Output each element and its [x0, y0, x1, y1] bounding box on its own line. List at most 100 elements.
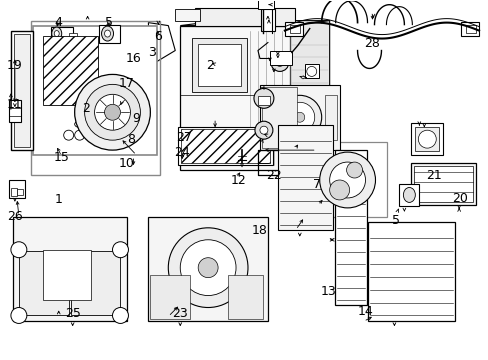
Text: 19: 19: [7, 59, 22, 72]
Bar: [150, 275, 190, 319]
Text: 7: 7: [312, 178, 320, 191]
Circle shape: [285, 102, 314, 132]
Bar: [11, 188, 17, 196]
Circle shape: [94, 94, 130, 130]
Circle shape: [294, 112, 304, 122]
Bar: [195, 8, 294, 26]
Bar: [17, 189, 23, 195]
Circle shape: [75, 130, 84, 140]
Ellipse shape: [52, 27, 61, 40]
Bar: [227, 275, 263, 319]
Text: 24: 24: [174, 145, 190, 158]
Text: 28: 28: [364, 36, 379, 50]
Circle shape: [260, 126, 267, 134]
Text: 15: 15: [54, 151, 70, 164]
Ellipse shape: [403, 188, 414, 202]
Ellipse shape: [54, 31, 59, 37]
Text: 25: 25: [65, 307, 81, 320]
Circle shape: [253, 88, 273, 108]
Text: 2: 2: [206, 59, 214, 72]
Bar: [13, 217, 127, 321]
Bar: [410, 163, 475, 205]
Bar: [198, 44, 241, 86]
Text: 12: 12: [230, 174, 246, 186]
Bar: [33, 26, 157, 155]
Circle shape: [198, 258, 218, 278]
Circle shape: [11, 307, 27, 323]
Bar: [148, 217, 267, 321]
Text: 5: 5: [392, 214, 400, 227]
Text: 4: 4: [54, 17, 62, 30]
Bar: [31, 21, 160, 175]
Bar: [277, 125, 332, 230]
Text: 20: 20: [451, 192, 467, 205]
Bar: [285, 22, 302, 36]
Bar: [460, 22, 478, 36]
Bar: [414, 127, 438, 151]
Circle shape: [104, 104, 120, 120]
Text: 9: 9: [132, 112, 140, 125]
Bar: [307, 142, 386, 217]
Ellipse shape: [104, 30, 110, 37]
Text: 27: 27: [175, 131, 191, 144]
Text: 22: 22: [265, 169, 281, 182]
Bar: [181, 129, 269, 163]
Bar: [42, 36, 98, 105]
Bar: [175, 9, 200, 21]
Text: 6: 6: [154, 30, 162, 43]
Circle shape: [63, 130, 74, 140]
Text: 21: 21: [425, 169, 441, 182]
Polygon shape: [148, 23, 175, 66]
Circle shape: [180, 240, 236, 296]
Circle shape: [346, 162, 362, 178]
Text: 16: 16: [125, 51, 141, 64]
Bar: [334, 150, 366, 305]
Ellipse shape: [102, 26, 113, 41]
Bar: [9, 180, 25, 198]
Bar: [324, 95, 336, 140]
Circle shape: [329, 180, 349, 200]
Bar: [261, 9, 274, 31]
Bar: [192, 37, 246, 92]
Bar: [178, 127, 272, 165]
Bar: [260, 85, 339, 150]
Text: 14: 14: [357, 306, 372, 319]
Text: 8: 8: [127, 133, 135, 146]
Text: 13: 13: [320, 285, 335, 298]
Text: 5: 5: [105, 17, 113, 30]
Bar: [262, 87, 296, 148]
Bar: [289, 24, 299, 32]
Text: 26: 26: [7, 210, 22, 223]
Bar: [269, 51, 291, 66]
Bar: [410, 123, 442, 155]
Bar: [258, 0, 273, 9]
Circle shape: [329, 162, 365, 198]
Text: 23: 23: [172, 307, 188, 320]
Circle shape: [75, 75, 150, 150]
Text: 11: 11: [7, 98, 22, 111]
Bar: [99, 24, 120, 42]
Bar: [42, 250, 90, 300]
Circle shape: [85, 130, 95, 140]
Bar: [71, 251, 120, 315]
Text: 10: 10: [119, 157, 134, 170]
Circle shape: [112, 307, 128, 323]
Circle shape: [417, 130, 435, 148]
Circle shape: [275, 58, 283, 67]
Bar: [51, 27, 73, 42]
Bar: [413, 166, 472, 202]
Bar: [304, 64, 318, 78]
Ellipse shape: [75, 121, 86, 128]
Circle shape: [319, 152, 375, 208]
Circle shape: [11, 242, 27, 258]
Bar: [68, 32, 77, 41]
Bar: [258, 96, 269, 105]
Text: 17: 17: [119, 77, 134, 90]
Bar: [367, 222, 454, 321]
Bar: [11, 31, 33, 150]
Bar: [180, 26, 289, 170]
Bar: [9, 100, 21, 122]
Bar: [399, 184, 419, 206]
Circle shape: [84, 84, 140, 140]
Bar: [14, 33, 30, 147]
